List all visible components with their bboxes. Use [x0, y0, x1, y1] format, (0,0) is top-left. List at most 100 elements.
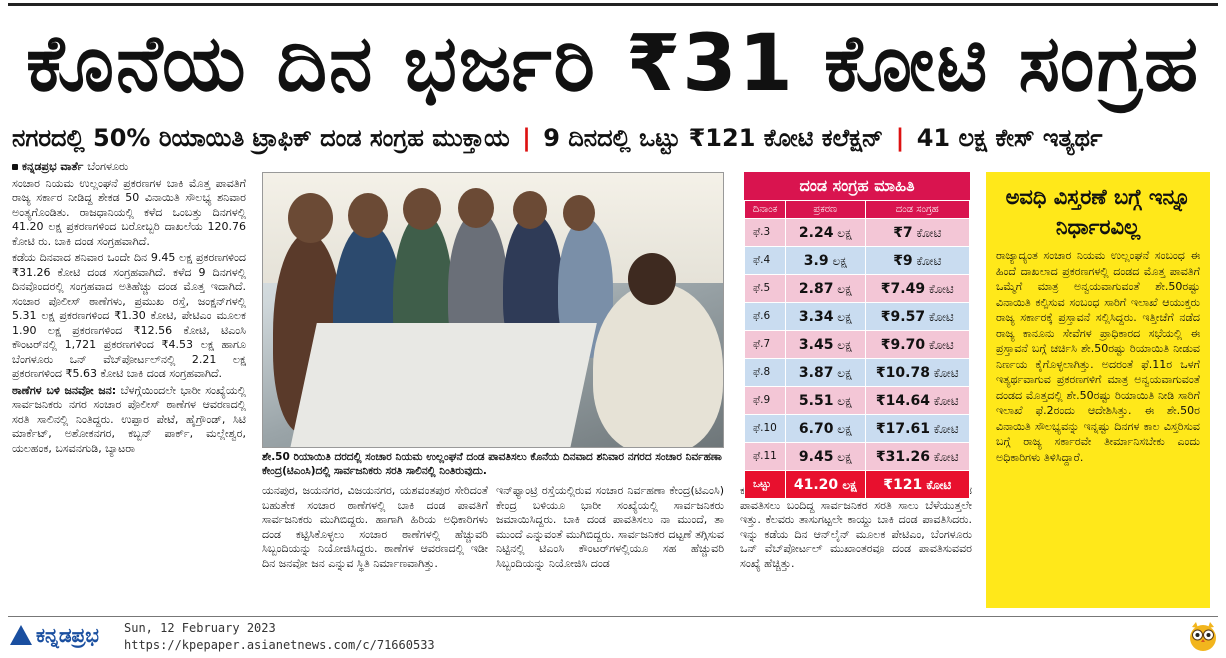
article-column-1: ಕನ್ನಡಪ್ರಭ ವಾರ್ತೆ ಬೆಂಗಳೂರು ಸಂಚಾರ ನಿಯಮ ಉಲ್…	[12, 160, 246, 612]
cell-cases: 3.45 ಲಕ್ಷ	[784, 330, 866, 359]
cases-unit: ಲಕ್ಷ	[837, 421, 852, 436]
amount-unit: ಕೋಟಿ	[926, 477, 952, 492]
table-row: ಫೆ.8 3.87 ಲಕ್ಷ ₹10.78 ಕೋಟಿ	[744, 358, 971, 387]
subhead-part1: ನಗರದಲ್ಲಿ 50% ರಿಯಾಯಿತಿ ಟ್ರಾಫಿಕ್ ದಂಡ ಸಂಗ್ರ…	[12, 124, 510, 152]
subhead-part2: 9 ದಿನದಲ್ಲಿ ಒಟ್ಟು ₹121 ಕೋಟಿ ಕಲೆಕ್ಷನ್	[543, 124, 884, 152]
cases-value: 3.45	[798, 336, 834, 353]
epaper-url[interactable]: https://kpepaper.asianetnews.com/c/71660…	[124, 638, 435, 652]
cell-cases: 2.24 ಲಕ್ಷ	[784, 218, 866, 247]
paragraph-3-lead: ಠಾಣೆಗಳ ಬಳಿ ಜನವೋ ಜನ:	[12, 383, 117, 397]
amount-unit: ಕೋಟಿ	[916, 253, 942, 268]
amount-unit: ಕೋಟಿ	[933, 393, 959, 408]
sidebar-box: ಅವಧಿ ವಿಸ್ತರಣೆ ಬಗ್ಗೆ ಇನ್ನೂ ನಿರ್ಧಾರವಿಲ್ಲ ರ…	[986, 172, 1210, 608]
cell-cases: 41.20 ಲಕ್ಷ	[784, 470, 866, 499]
subhead-separator-1: |	[522, 124, 531, 152]
amount-unit: ಕೋಟಿ	[916, 225, 942, 240]
cases-value: 2.87	[798, 280, 834, 297]
amount-value: ₹31.26	[875, 448, 930, 465]
publication-date: Sun, 12 February 2023	[124, 621, 276, 635]
cases-value: 9.45	[798, 448, 834, 465]
amount-value: ₹9	[893, 252, 913, 269]
cell-amount: ₹9 ಕೋಟಿ	[864, 246, 971, 275]
cases-value: 5.51	[798, 392, 834, 409]
cell-amount: ₹121 ಕೋಟಿ	[864, 470, 971, 499]
cell-date: ಫೆ.5	[744, 274, 786, 303]
cases-unit: ಲಕ್ಷ	[837, 337, 852, 352]
paragraph-2: ಕಡೆಯ ದಿನವಾದ ಶನಿವಾರ ಒಂದೇ ದಿನ 9.45 ಲಕ್ಷ ಪ್…	[12, 251, 246, 380]
cell-date: ಫೆ.4	[744, 246, 786, 275]
cases-unit: ಲಕ್ಷ	[837, 225, 852, 240]
header-cases: ಪ್ರಕರಣ	[784, 200, 866, 219]
cell-amount: ₹7 ಕೋಟಿ	[864, 218, 971, 247]
owl-icon	[1190, 622, 1216, 651]
cases-unit: ಲಕ್ಷ	[842, 477, 857, 492]
amount-value: ₹17.61	[875, 420, 930, 437]
cell-amount: ₹14.64 ಕೋಟಿ	[864, 386, 971, 415]
amount-unit: ಕೋಟಿ	[933, 421, 959, 436]
cases-unit: ಲಕ್ಷ	[837, 281, 852, 296]
news-photo	[262, 172, 724, 448]
header-amount: ದಂಡ ಸಂಗ್ರಹ	[864, 200, 971, 219]
cases-value: 2.24	[798, 224, 834, 241]
photo-head	[348, 193, 388, 238]
amount-unit: ಕೋಟಿ	[928, 309, 954, 324]
table-row: ಫೆ.4 3.9 ಲಕ್ಷ ₹9 ಕೋಟಿ	[744, 246, 971, 275]
header-date: ದಿನಾಂಕ	[744, 200, 786, 219]
table-row: ಫೆ.7 3.45 ಲಕ್ಷ ₹9.70 ಕೋಟಿ	[744, 330, 971, 359]
amount-unit: ಕೋಟಿ	[928, 337, 954, 352]
table-row: ಫೆ.6 3.34 ಲಕ್ಷ ₹9.57 ಕೋಟಿ	[744, 302, 971, 331]
cases-unit: ಲಕ್ಷ	[837, 309, 852, 324]
cases-unit: ಲಕ್ಷ	[837, 365, 852, 380]
cases-value: 6.70	[798, 420, 834, 437]
cases-value: 3.9	[803, 252, 829, 269]
table-title: ದಂಡ ಸಂಗ್ರಹ ಮಾಹಿತಿ	[744, 172, 970, 200]
fine-collection-table: ದಿನಾಂಕ ಪ್ರಕರಣ ದಂಡ ಸಂಗ್ರಹ ಫೆ.3 2.24 ಲಕ್ಷ ₹7…	[744, 200, 971, 499]
amount-value: ₹9.57	[880, 308, 926, 325]
cell-cases: 5.51 ಲಕ್ಷ	[784, 386, 866, 415]
footer-rule	[8, 616, 1218, 617]
fine-collection-table-box: ದಂಡ ಸಂಗ್ರಹ ಮಾಹಿತಿ ದಿನಾಂಕ ಪ್ರಕರಣ ದಂಡ ಸಂಗ್…	[744, 172, 971, 499]
cell-date: ಒಟ್ಟು	[744, 470, 786, 499]
cell-date: ಫೆ.11	[744, 442, 786, 471]
cell-amount: ₹7.49 ಕೋಟಿ	[864, 274, 971, 303]
cell-amount: ₹31.26 ಕೋಟಿ	[864, 442, 971, 471]
cell-date: ಫೆ.7	[744, 330, 786, 359]
byline-source: ಕನ್ನಡಪ್ರಭ ವಾರ್ತೆ	[22, 160, 84, 173]
cell-cases: 2.87 ಲಕ್ಷ	[784, 274, 866, 303]
cell-cases: 3.34 ಲಕ್ಷ	[784, 302, 866, 331]
headline: ಕೊನೆಯ ದಿನ ಭರ್ಜರಿ ₹31 ಕೋಟಿ ಸಂಗ್ರಹ	[25, 19, 1201, 109]
amount-unit: ಕೋಟಿ	[928, 281, 954, 296]
amount-value: ₹7.49	[880, 280, 926, 297]
cell-cases: 3.9 ಲಕ್ಷ	[784, 246, 866, 275]
cell-amount: ₹17.61 ಕೋಟಿ	[864, 414, 971, 443]
amount-value: ₹14.64	[875, 392, 930, 409]
cell-date: ಫೆ.3	[744, 218, 786, 247]
photo-counter	[289, 323, 597, 447]
sidebar-body: ರಾಜ್ಯಾದ್ಯಂತ ಸಂಚಾರ ನಿಯಮ ಉಲ್ಲಂಘನೆ ಸಂಬಂಧ ಈ …	[996, 249, 1200, 464]
photo-head	[563, 195, 595, 231]
table-row: ಫೆ.5 2.87 ಲಕ್ಷ ₹7.49 ಕೋಟಿ	[744, 274, 971, 303]
cases-value: 3.87	[798, 364, 834, 381]
paragraph-3-text: ಬೆಳಗ್ಗೆಯಿಂದಲೇ ಭಾರೀ ಸಂಖ್ಯೆಯಲ್ಲಿ ಸಾರ್ವಜನಿಕ…	[12, 383, 246, 455]
subheadline: ನಗರದಲ್ಲಿ 50% ರಿಯಾಯಿತಿ ಟ್ರಾಫಿಕ್ ದಂಡ ಸಂಗ್ರ…	[12, 120, 1216, 156]
cell-cases: 6.70 ಲಕ್ಷ	[784, 414, 866, 443]
kannadaprabha-logo-icon	[10, 625, 32, 645]
cell-cases: 9.45 ಲಕ್ಷ	[784, 442, 866, 471]
table-row: ಫೆ.11 9.45 ಲಕ್ಷ ₹31.26 ಕೋಟಿ	[744, 442, 971, 471]
cases-unit: ಲಕ್ಷ	[837, 449, 852, 464]
top-rule	[8, 3, 1218, 6]
cell-date: ಫೆ.6	[744, 302, 786, 331]
photo-head	[628, 253, 676, 305]
amount-value: ₹121	[883, 476, 923, 493]
cell-amount: ₹10.78 ಕೋಟಿ	[864, 358, 971, 387]
table-row: ಫೆ.3 2.24 ಲಕ್ಷ ₹7 ಕೋಟಿ	[744, 218, 971, 247]
photo-head	[458, 188, 494, 228]
cell-amount: ₹9.57 ಕೋಟಿ	[864, 302, 971, 331]
paragraph-3: ಠಾಣೆಗಳ ಬಳಿ ಜನವೋ ಜನ: ಬೆಳಗ್ಗೆಯಿಂದಲೇ ಭಾರೀ ಸ…	[12, 384, 246, 457]
cases-unit: ಲಕ್ಷ	[832, 253, 847, 268]
cell-amount: ₹9.70 ಕೋಟಿ	[864, 330, 971, 359]
photo-officer	[593, 283, 723, 447]
brand-name: ಕನ್ನಡಪ್ರಭ	[36, 623, 99, 647]
paragraph-1: ಸಂಚಾರ ನಿಯಮ ಉಲ್ಲಂಘನೆ ಪ್ರಕರಣಗಳ ಬಾಕಿ ಮೊತ್ತ …	[12, 176, 246, 248]
byline-place: ಬೆಂಗಳೂರು	[87, 160, 129, 173]
